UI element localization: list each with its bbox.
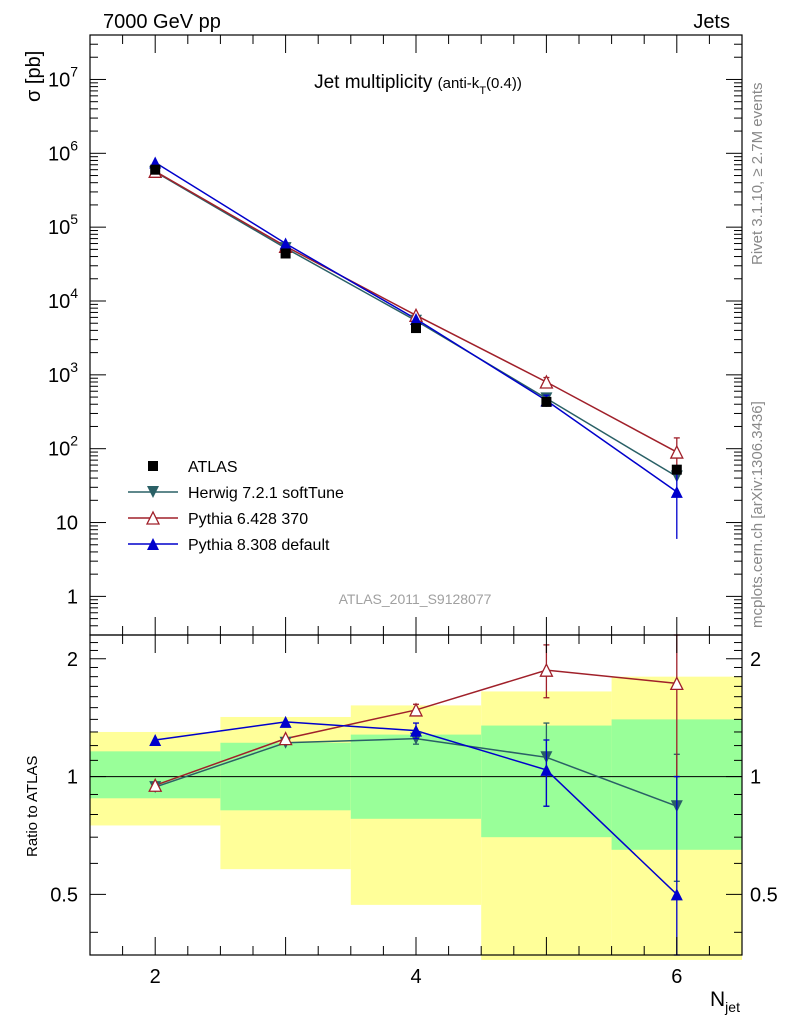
pythia-8-308-default-ratio-point: [149, 734, 162, 747]
pythia-6-428-370-point: [539, 374, 554, 389]
analysis-label: ATLAS_2011_S9128077: [339, 591, 492, 607]
y-tick-label: 10: [56, 513, 78, 535]
pythia-6-428-370-ratio-point: [539, 662, 554, 677]
ratio-y-tick-label-right: 2: [750, 649, 761, 671]
ratio-y-tick-label-right: 1: [750, 767, 761, 789]
legend-label-pythia-8-308-default: Pythia 8.308 default: [188, 537, 330, 554]
pythia-6-428-370-ratio-point: [669, 675, 684, 691]
legend-marker-pythia-6-428-370: [145, 510, 161, 525]
legend-label-pythia-6-428-370: Pythia 6.428 370: [188, 511, 308, 528]
atlas-point: [280, 248, 291, 259]
energy-label: 7000 GeV pp: [103, 11, 221, 33]
pythia-6-428-370-ratio-point: [148, 777, 163, 792]
pythia-8-308-default-ratio-point: [279, 715, 292, 728]
pythia-8-308-default-point: [410, 313, 422, 326]
pythia-8-308-default-ratio-point: [540, 763, 553, 776]
legend-label-atlas: ATLAS: [188, 459, 238, 476]
pythia-6-428-370-ratio-point: [278, 731, 293, 746]
legend: ATLAS Herwig 7.2.1 softTune Pythia 6.428 3…: [128, 459, 344, 554]
ratio-y-tick-label-right: 0.5: [750, 884, 778, 906]
rivet-label: Rivet 3.1.10, ≥ 2.7M events: [749, 83, 766, 266]
y-tick-label: 102: [48, 433, 78, 461]
pythia-6-428-370-ratio-point: [408, 702, 424, 717]
ratio-y-tick-label-left: 0.5: [50, 884, 78, 906]
y-axis-label: σ [pb]: [23, 51, 45, 102]
chart-title: Jet multiplicity (anti-kT(0.4)): [314, 72, 522, 97]
process-label: Jets: [693, 11, 730, 33]
x-tick-label: 6: [671, 966, 682, 988]
atlas-point: [541, 396, 552, 407]
x-axis-label: Njet: [710, 988, 740, 1015]
x-tick-label: 2: [150, 966, 161, 988]
atlas-point: [671, 464, 682, 475]
x-tick-label: 4: [410, 966, 421, 988]
atlas-point: [411, 323, 421, 334]
y-tick-label: 104: [48, 285, 78, 313]
legend-label-herwig-7-2-1-softtune: Herwig 7.2.1 softTune: [188, 485, 344, 502]
pythia-6-428-370-point: [669, 444, 684, 459]
legend-marker-pythia-8-308-default: [147, 538, 159, 550]
pythia-8-308-default-point: [279, 237, 292, 250]
legend-marker-herwig-7-2-1-softtune: [147, 486, 159, 498]
ratio-y-tick-label-left: 2: [67, 649, 78, 671]
atlas-point: [150, 164, 161, 175]
pythia-8-308-default-point: [670, 485, 683, 498]
ratio-y-axis-label: Ratio to ATLAS: [24, 756, 41, 857]
y-tick-label: 103: [48, 359, 78, 387]
legend-marker-atlas: [148, 461, 158, 471]
y-tick-label: 107: [48, 63, 78, 91]
pythia-8-308-default-ratio-point: [670, 888, 683, 901]
ratio-y-tick-label-left: 1: [67, 767, 78, 789]
ratio-panel: 0.5 0.5 1 1 2 2 2 4 6 Ratio to ATLAS Njet: [24, 634, 778, 1015]
y-tick-label: 1: [67, 586, 78, 608]
y-tick-label: 106: [48, 137, 78, 165]
main-panel: 1 10 102 103 104 105 106 107 Jet multiplicity (…: [23, 34, 743, 636]
pythia-8-308-default-ratio-point: [410, 724, 422, 737]
mcplots-label: mcplots.cern.ch [arXiv:1306.3436]: [749, 401, 766, 628]
y-tick-label: 105: [48, 211, 78, 239]
